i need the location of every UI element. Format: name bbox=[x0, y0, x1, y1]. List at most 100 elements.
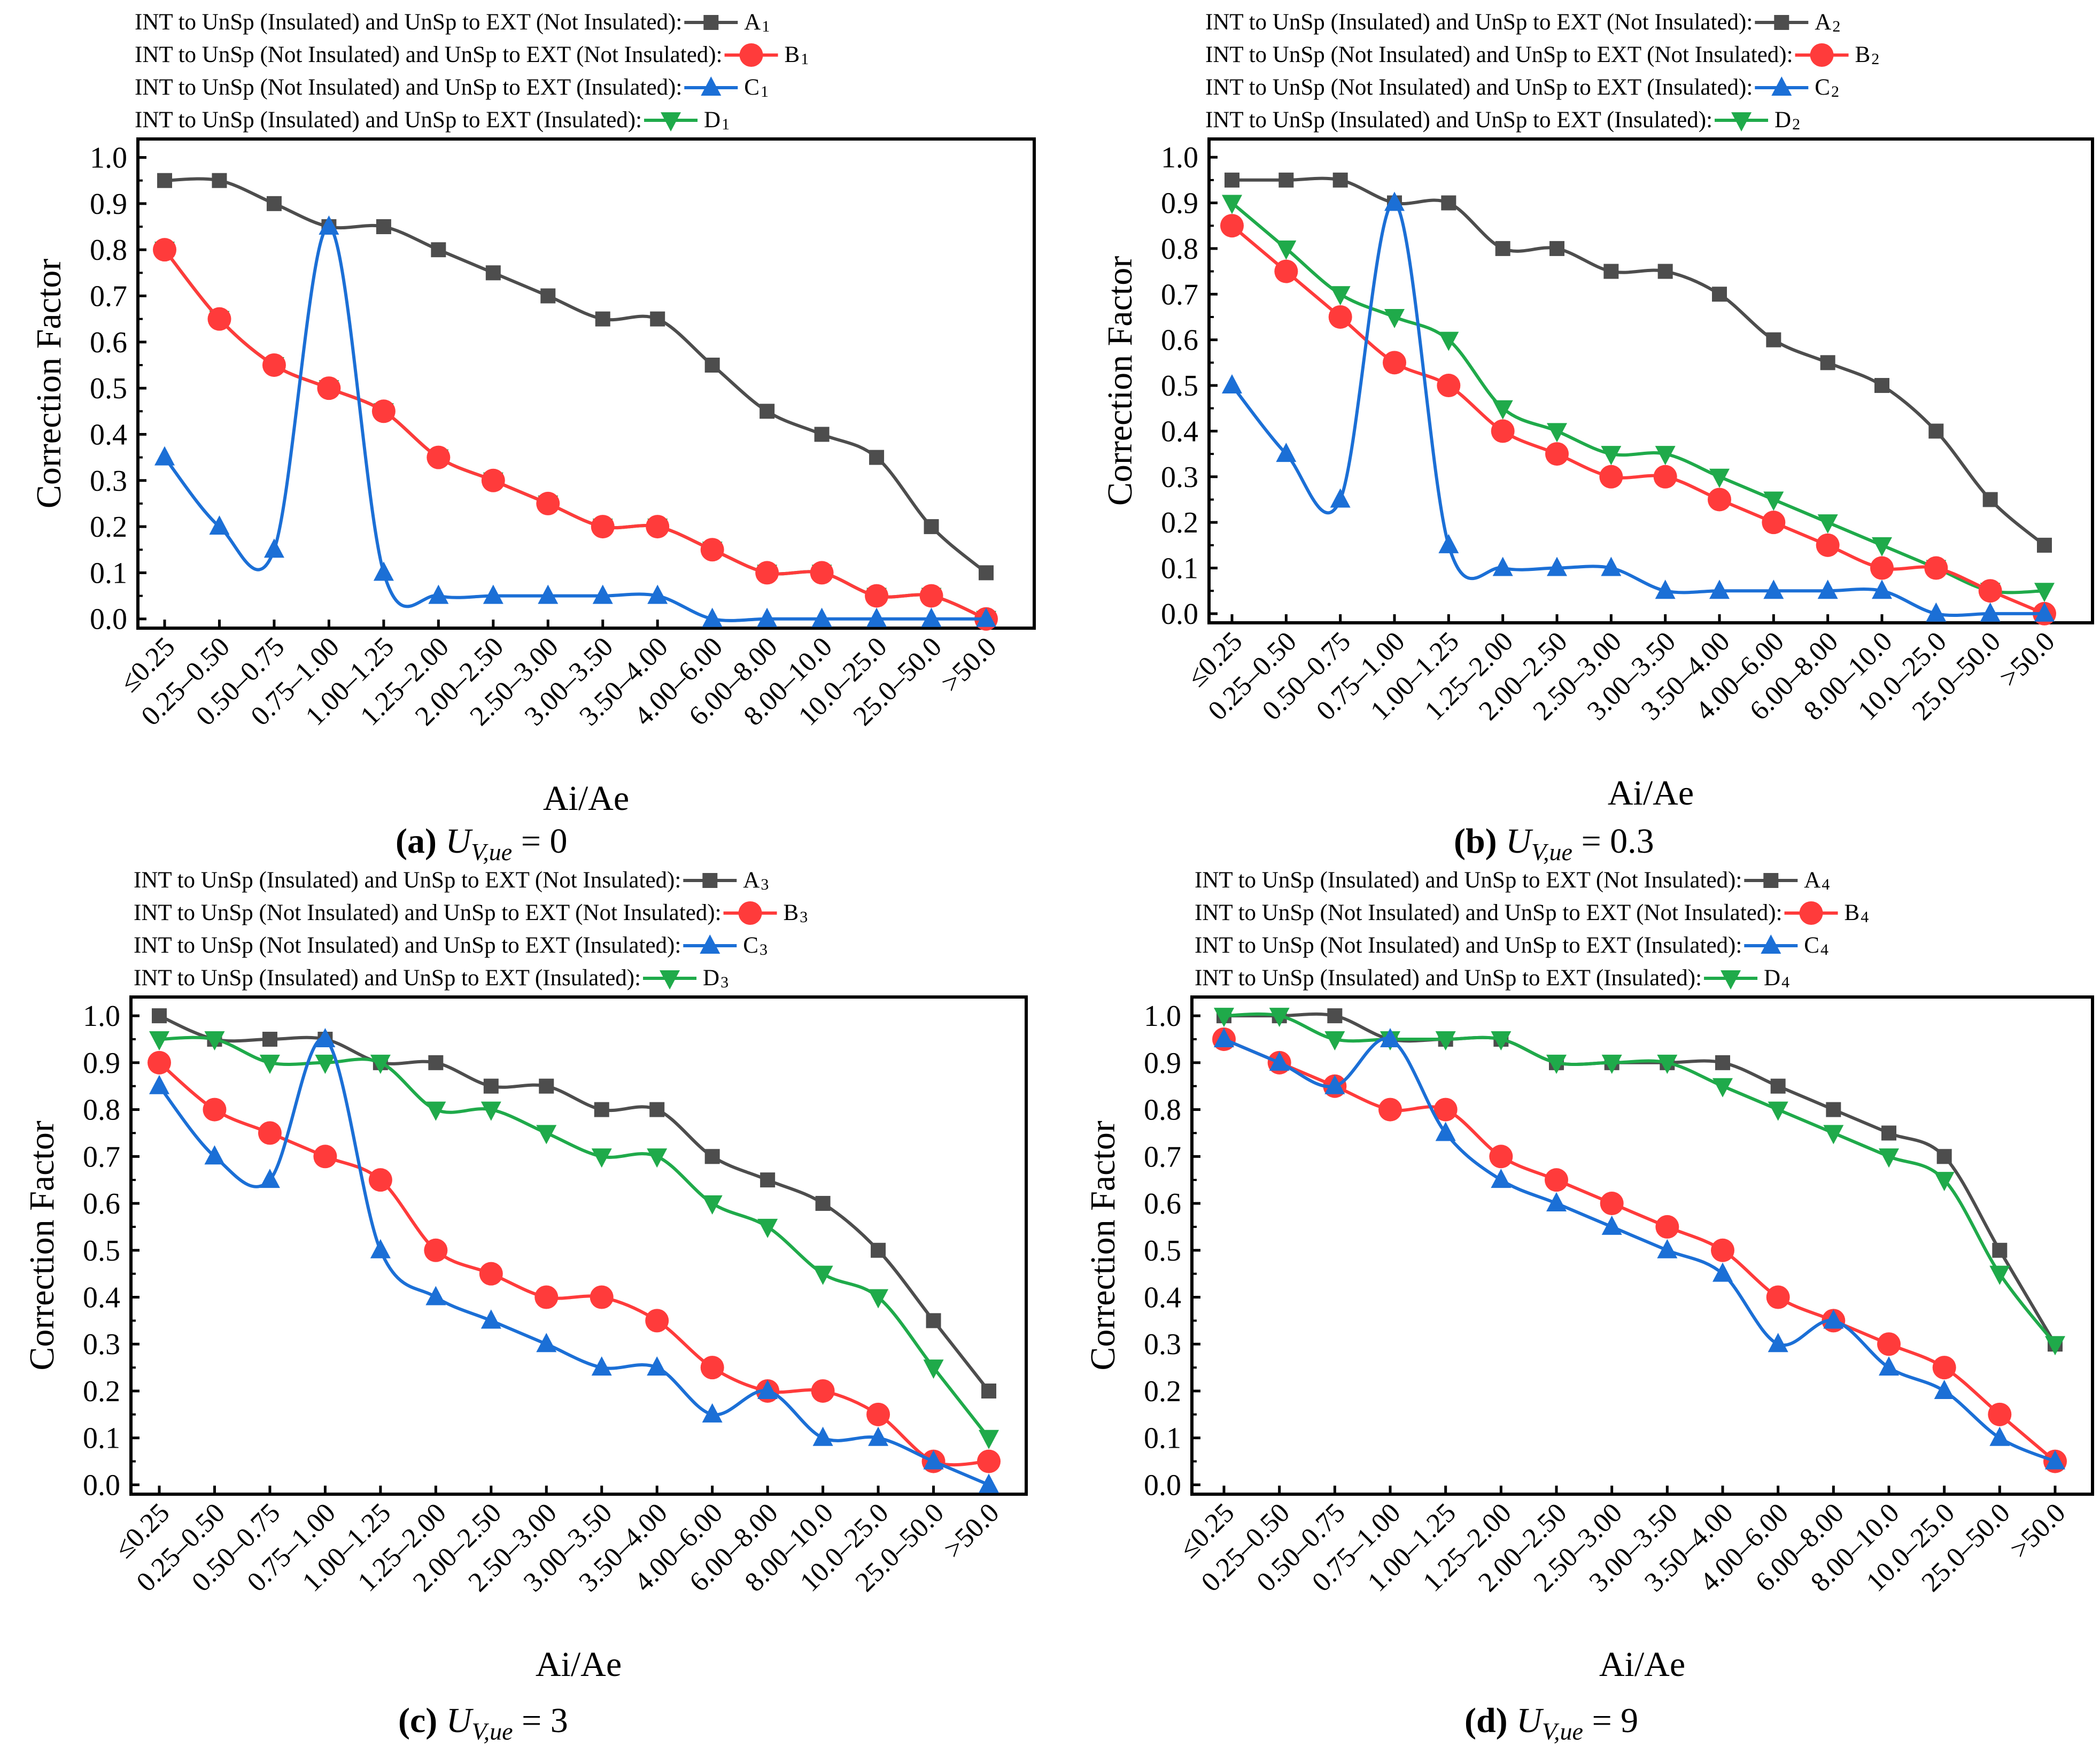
legend: INT to UnSp (Insulated) and UnSp to EXT … bbox=[134, 868, 808, 991]
legend-item-B: INT to UnSp (Not Insulated) and UnSp to … bbox=[134, 900, 808, 926]
legend-item-B: INT to UnSp (Not Insulated) and UnSp to … bbox=[1195, 900, 1869, 926]
x-axis-title: Ai/Ae bbox=[1608, 774, 1694, 813]
data-point bbox=[1214, 1008, 1234, 1027]
legend-marker bbox=[700, 934, 720, 954]
data-point bbox=[370, 1239, 391, 1258]
data-point bbox=[371, 399, 396, 423]
y-tick-label: 0.7 bbox=[1161, 278, 1198, 311]
legend-label: INT to UnSp (Insulated) and UnSp to EXT … bbox=[134, 868, 681, 893]
legend-series-subscript: 1 bbox=[762, 18, 770, 35]
data-point bbox=[1934, 1172, 1955, 1192]
data-point bbox=[157, 173, 172, 188]
series-line bbox=[1231, 202, 2045, 594]
y-tick-label: 0.6 bbox=[90, 326, 127, 359]
data-point bbox=[1328, 305, 1352, 329]
x-axis-title: Ai/Ae bbox=[1599, 1645, 1685, 1684]
data-point bbox=[1601, 1215, 1622, 1235]
y-tick-label: 1.0 bbox=[83, 1000, 120, 1033]
series-line bbox=[1231, 224, 2045, 615]
data-point bbox=[1766, 332, 1781, 347]
legend-series-id: C bbox=[1815, 75, 1830, 100]
data-point bbox=[1872, 537, 1892, 557]
data-point bbox=[1817, 514, 1838, 534]
data-point bbox=[1712, 1262, 1733, 1282]
data-point bbox=[148, 1050, 171, 1075]
data-point bbox=[1545, 442, 1569, 466]
data-point bbox=[1763, 491, 1784, 511]
legend-marker bbox=[1731, 112, 1752, 132]
y-axis: 0.0 0.1 0.2 0.3 0.4 0.5 0.6 0.7 0.8 0.9 1.0 bbox=[1161, 141, 1218, 631]
data-point bbox=[2045, 1450, 2065, 1470]
data-point bbox=[1435, 1031, 1456, 1050]
y-tick-label: 0.2 bbox=[1161, 506, 1198, 539]
data-point bbox=[1928, 423, 1944, 439]
data-point bbox=[647, 584, 668, 604]
data-point bbox=[704, 1149, 720, 1164]
data-point bbox=[1988, 1402, 2012, 1426]
data-point bbox=[1711, 1238, 1734, 1262]
caption-letter: (b) bbox=[1454, 822, 1506, 861]
data-point bbox=[368, 1168, 392, 1192]
legend-series-subscript: 4 bbox=[1820, 941, 1828, 959]
legend-series-id: A bbox=[1815, 10, 1831, 35]
y-tick-label: 0.3 bbox=[90, 465, 127, 498]
data-point bbox=[1324, 1075, 1345, 1094]
legend-series-subscript: 1 bbox=[722, 115, 730, 133]
legend-series-subscript: 3 bbox=[761, 876, 769, 893]
series-line bbox=[1223, 1037, 2056, 1463]
legend-label: INT to UnSp (Not Insulated) and UnSp to … bbox=[134, 933, 681, 958]
data-point bbox=[262, 353, 286, 377]
data-point bbox=[1715, 1055, 1730, 1070]
data-point bbox=[1600, 1192, 1624, 1216]
legend-label: INT to UnSp (Insulated) and UnSp to EXT … bbox=[1195, 965, 1702, 991]
series-line bbox=[163, 249, 987, 621]
caption-subscript: V,ue bbox=[471, 838, 512, 866]
caption-letter: (d) bbox=[1464, 1701, 1516, 1740]
series-B4 bbox=[1212, 1027, 2067, 1473]
data-point bbox=[926, 1313, 941, 1328]
data-point bbox=[313, 1145, 337, 1169]
data-point bbox=[1492, 557, 1513, 576]
y-axis-title: Correction Factor bbox=[22, 1121, 61, 1370]
data-point bbox=[479, 1262, 503, 1286]
y-tick-label: 0.7 bbox=[90, 280, 127, 313]
legend-marker bbox=[660, 970, 680, 990]
data-point bbox=[865, 584, 889, 608]
data-point bbox=[1276, 240, 1297, 260]
data-point bbox=[1545, 1168, 1568, 1192]
data-point bbox=[212, 173, 227, 188]
plot-frame bbox=[1207, 137, 2094, 624]
data-point bbox=[1709, 579, 1730, 599]
data-point bbox=[1222, 374, 1242, 394]
series-group bbox=[148, 1008, 1001, 1493]
data-point bbox=[757, 607, 778, 627]
legend-item-D: INT to UnSp (Insulated) and UnSp to EXT … bbox=[1205, 107, 1800, 133]
data-point bbox=[538, 584, 559, 604]
data-point bbox=[919, 584, 943, 608]
data-point bbox=[1657, 264, 1673, 279]
y-axis: 0.0 0.1 0.2 0.3 0.4 0.5 0.6 0.7 0.8 0.9 1.0 bbox=[83, 1000, 140, 1502]
x-axis-title: Ai/Ae bbox=[536, 1645, 622, 1684]
data-point bbox=[1327, 1008, 1343, 1024]
data-point bbox=[315, 1054, 336, 1074]
data-point bbox=[921, 607, 942, 627]
data-point bbox=[1877, 1332, 1901, 1356]
plot-frame bbox=[1190, 995, 2094, 1496]
data-point bbox=[1817, 579, 1838, 599]
series-C2 bbox=[1222, 191, 2055, 622]
legend-item-B: INT to UnSp (Not Insulated) and UnSp to … bbox=[135, 42, 809, 68]
legend-item-B: INT to UnSp (Not Insulated) and UnSp to … bbox=[1205, 42, 1879, 68]
legend-series-subscript: 3 bbox=[760, 941, 768, 959]
y-tick-label: 0.8 bbox=[1161, 233, 1198, 266]
legend-series-id: C bbox=[744, 75, 760, 100]
legend-item-D: INT to UnSp (Insulated) and UnSp to EXT … bbox=[134, 965, 729, 991]
data-point bbox=[1278, 172, 1294, 188]
y-tick-label: 0.3 bbox=[1161, 461, 1198, 494]
data-point bbox=[1546, 1054, 1567, 1074]
data-point bbox=[760, 1172, 776, 1188]
data-point bbox=[1330, 286, 1351, 306]
data-point bbox=[153, 238, 176, 262]
caption-symbol: U bbox=[1506, 822, 1533, 861]
series-C4 bbox=[1214, 1027, 2065, 1470]
legend-item-A: INT to UnSp (Insulated) and UnSp to EXT … bbox=[1195, 868, 1830, 893]
